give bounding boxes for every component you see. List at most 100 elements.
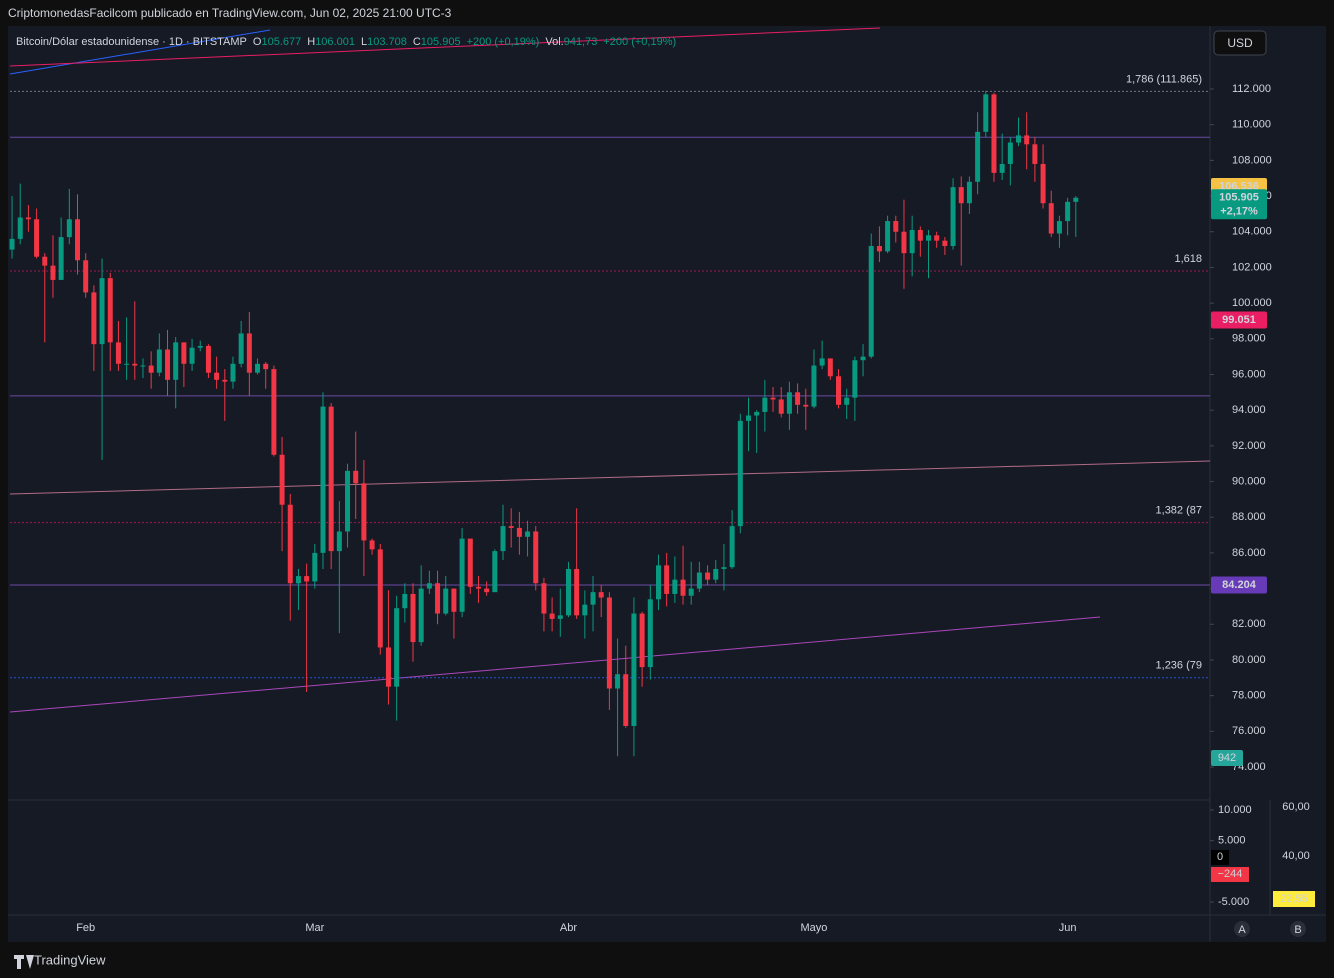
legend-item: +200 (+0,19%): [603, 36, 676, 48]
candle-body: [991, 94, 997, 173]
osc-tag: [1211, 850, 1229, 865]
currency-button[interactable]: [1213, 30, 1267, 56]
candle-body: [909, 229, 915, 254]
candle-body: [836, 376, 842, 405]
candle-body: [451, 588, 457, 612]
trendline: [9, 29, 271, 75]
candle-body: [623, 674, 629, 726]
y-tick-label: 112.000: [1232, 83, 1271, 95]
candle-body: [50, 265, 56, 280]
candle-body: [99, 278, 105, 345]
scale-button[interactable]: [1234, 921, 1250, 937]
x-tick-label: Abr: [560, 922, 577, 934]
candle-body: [304, 576, 310, 582]
scale-button-label: B: [1294, 924, 1301, 936]
volume-tag: [1211, 750, 1243, 766]
scale-button-label: A: [1238, 924, 1246, 936]
candle-body: [754, 411, 760, 416]
candle-body: [1048, 203, 1054, 234]
y-tick-label: 88.000: [1232, 511, 1266, 523]
y-tick-label: 96.000: [1232, 368, 1266, 380]
candle-body: [983, 94, 989, 132]
candle-body: [426, 583, 432, 589]
y-tick-label: 104.000: [1232, 226, 1272, 238]
candle-body: [17, 217, 23, 239]
candle-body: [336, 531, 342, 552]
candle-body: [1040, 163, 1046, 204]
legend-item: C: [413, 36, 421, 48]
candle-body: [680, 579, 686, 596]
trendline: [9, 460, 1211, 495]
candle-body: [721, 567, 727, 569]
candle-body: [295, 576, 301, 584]
y-tick-label: 98.000: [1232, 333, 1266, 345]
candle-body: [811, 365, 817, 407]
candle-body: [574, 568, 580, 616]
candle-body: [255, 363, 261, 373]
y-tick-label: 78.000: [1232, 690, 1266, 702]
candle-body: [1032, 144, 1038, 164]
candle-body: [549, 613, 555, 619]
candle-body: [42, 256, 48, 266]
legend-item: 941,73: [564, 36, 598, 48]
candle-body: [803, 404, 809, 407]
candle-body: [525, 531, 531, 537]
candle-body: [222, 379, 228, 382]
y-tick-label: 102.000: [1232, 261, 1272, 273]
symbol-legend: Bitcoin/Dólar estadounidense · 1D · BITS…: [16, 36, 676, 48]
candle-body: [672, 579, 678, 594]
candle-body: [189, 347, 195, 364]
candle-body: [238, 333, 244, 364]
legend-item: O: [253, 36, 262, 48]
candle-body: [402, 593, 408, 609]
y-tick-label: 108.000: [1232, 154, 1272, 166]
candle-body: [934, 235, 940, 241]
price-tag: [1211, 311, 1267, 329]
candle-body: [173, 342, 179, 380]
candle-body: [484, 588, 490, 593]
legend-item: +200 (+0,19%): [467, 36, 540, 48]
candle-body: [246, 333, 252, 373]
candle-body: [361, 483, 367, 541]
candle-body: [214, 372, 220, 380]
scale-button[interactable]: [1290, 921, 1306, 937]
price-tag: [1211, 189, 1267, 220]
candle-body: [975, 131, 981, 182]
price-tag: [1211, 576, 1267, 594]
x-tick-label: Mar: [305, 922, 324, 934]
y-tick-label: 110.000: [1232, 119, 1271, 131]
candle-body: [590, 592, 596, 605]
candle-body: [83, 260, 89, 293]
candle-body: [271, 369, 277, 455]
legend-item: H: [307, 36, 315, 48]
candle-body: [852, 360, 858, 398]
rsi-tag: [1273, 891, 1315, 907]
y-tick-label: 90.000: [1232, 475, 1266, 487]
osc-tick-label: -5.000: [1218, 896, 1249, 908]
candle-body: [778, 399, 784, 414]
candle-body: [770, 397, 776, 400]
y-tick-label: 86.000: [1232, 547, 1266, 559]
candle-body: [140, 365, 146, 367]
candle-body: [745, 415, 751, 421]
candle-body: [688, 588, 694, 596]
candle-body: [868, 246, 874, 357]
candle-body: [958, 187, 964, 204]
osc-tick-label: 5.000: [1218, 835, 1246, 847]
candle-body: [58, 237, 64, 280]
candle-body: [148, 365, 154, 373]
candle-body: [860, 356, 866, 361]
osc-tick-label: 10.000: [1218, 804, 1252, 816]
candle-body: [107, 278, 113, 343]
candle-body: [598, 592, 604, 598]
candle-body: [893, 221, 899, 232]
x-tick-label: Jun: [1059, 922, 1077, 934]
candle-body: [966, 181, 972, 204]
candle-body: [655, 565, 661, 600]
candle-body: [353, 470, 359, 484]
price-tag-label: 99.051: [1222, 314, 1256, 326]
candle-body: [876, 246, 882, 252]
candle-body: [459, 538, 465, 612]
footer-brand: TradingView: [34, 952, 106, 967]
